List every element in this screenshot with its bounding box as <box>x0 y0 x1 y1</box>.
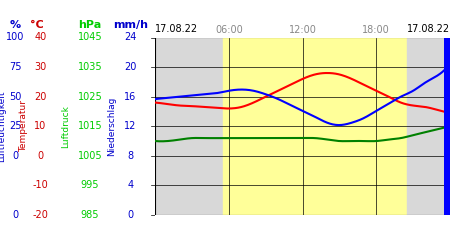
Text: 50: 50 <box>9 92 22 102</box>
Text: Niederschlag: Niederschlag <box>107 96 116 156</box>
Text: 20: 20 <box>34 92 46 102</box>
Text: 17.08.22: 17.08.22 <box>407 24 450 34</box>
Bar <box>444 38 450 215</box>
Text: 0: 0 <box>13 151 18 161</box>
Text: 985: 985 <box>81 210 99 220</box>
Text: mm/h: mm/h <box>113 20 148 30</box>
Text: 1025: 1025 <box>78 92 103 102</box>
Text: 1005: 1005 <box>78 151 102 161</box>
Text: Temperatur: Temperatur <box>19 100 28 152</box>
Text: °C: °C <box>31 20 44 30</box>
Text: 100: 100 <box>6 32 25 42</box>
Text: 75: 75 <box>9 62 22 72</box>
Text: 995: 995 <box>81 180 99 190</box>
Text: 0: 0 <box>37 151 44 161</box>
Text: 4: 4 <box>127 180 134 190</box>
Text: 10: 10 <box>34 121 46 131</box>
Text: %: % <box>10 20 21 30</box>
Text: 17.08.22: 17.08.22 <box>155 24 198 34</box>
Text: hPa: hPa <box>78 20 102 30</box>
Text: 30: 30 <box>34 62 46 72</box>
Text: -20: -20 <box>32 210 48 220</box>
Bar <box>407 38 450 215</box>
Text: 8: 8 <box>127 151 134 161</box>
Text: 40: 40 <box>34 32 46 42</box>
Text: 0: 0 <box>127 210 134 220</box>
Text: 25: 25 <box>9 121 22 131</box>
Text: 24: 24 <box>124 32 137 42</box>
Text: Luftfeuchtigkeit: Luftfeuchtigkeit <box>0 90 6 162</box>
Text: 0: 0 <box>13 210 18 220</box>
Bar <box>155 38 223 215</box>
Text: 1045: 1045 <box>78 32 102 42</box>
Text: 20: 20 <box>124 62 137 72</box>
Text: 12: 12 <box>124 121 137 131</box>
Text: Luftdruck: Luftdruck <box>61 105 70 148</box>
Text: 16: 16 <box>124 92 136 102</box>
Text: 1015: 1015 <box>78 121 102 131</box>
Text: -10: -10 <box>32 180 48 190</box>
Text: 1035: 1035 <box>78 62 102 72</box>
Bar <box>223 38 407 215</box>
